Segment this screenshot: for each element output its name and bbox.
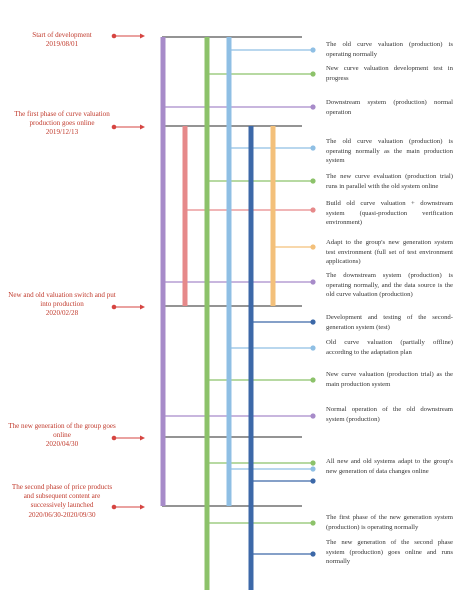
milestone-dot-5: [111, 504, 117, 510]
milestone-2: The first phase of curve valuation produ…: [8, 110, 116, 138]
milestone-dot-1: [111, 33, 117, 39]
branch-dot-6: [310, 207, 316, 213]
branch-dot-2: [310, 71, 316, 77]
milestone-4: The new generation of the group goes onl…: [8, 422, 116, 450]
system-lane-6: [248, 126, 254, 590]
description-10: Old curve valuation (partially offline) …: [326, 339, 453, 356]
description-9: Development and testing of the second-ge…: [326, 314, 453, 331]
system-lane-3: [226, 37, 232, 506]
description-dots: [310, 47, 316, 557]
system-lane-2: [204, 37, 210, 590]
milestone-2-date: 2019/12/13: [45, 128, 79, 137]
milestone-4-title: The new generation of the group goes onl…: [8, 422, 116, 440]
milestone-5: The second phase of price products and s…: [8, 483, 116, 520]
milestone-arrowhead-2: [140, 124, 145, 130]
milestone-dot-4: [111, 435, 117, 441]
branch-dot-9: [310, 319, 316, 325]
branch-dot-12: [310, 413, 316, 419]
description-14: The first phase of the new generation sy…: [326, 514, 453, 531]
milestone-3-title: New and old valuation switch and put int…: [8, 291, 116, 309]
branch-dot-17: [310, 551, 316, 557]
system-lanes: [160, 37, 276, 590]
branch-dot-5: [310, 178, 316, 184]
description-4: The old curve valuation (production) is …: [326, 138, 453, 165]
branch-dot-8: [310, 279, 316, 285]
milestone-arrowhead-4: [140, 435, 145, 441]
branch-dot-3: [310, 104, 316, 110]
branch-dot-4: [310, 145, 316, 151]
milestone-2-title: The first phase of curve valuation produ…: [14, 110, 110, 128]
system-lane-1: [160, 37, 166, 506]
description-13: All new and old systems adapt to the gro…: [326, 458, 453, 475]
milestone-3: New and old valuation switch and put int…: [8, 291, 116, 319]
description-2: New curve valuation development test in …: [326, 65, 453, 82]
branch-dot-15: [310, 478, 316, 484]
description-5: The new curve evaluation (production tri…: [326, 173, 453, 190]
branch-dot-10: [310, 345, 316, 351]
description-3: Downstream system (production) normal op…: [326, 99, 453, 116]
description-15: The new generation of the second phase s…: [326, 539, 453, 566]
milestone-3-date: 2020/02/28: [45, 309, 79, 318]
milestone-arrowhead-5: [140, 504, 145, 510]
system-lane-5: [270, 126, 276, 306]
system-lane-4: [182, 126, 188, 306]
milestone-1-date: 2019/08/01: [45, 40, 79, 49]
branch-dot-13: [310, 460, 316, 466]
milestone-dot-3: [111, 304, 117, 310]
description-12: Normal operation of the old downstream s…: [326, 406, 453, 423]
milestone-arrowhead-1: [140, 33, 145, 39]
branch-dot-7: [310, 244, 316, 250]
description-7: Adapt to the group's new generation syst…: [326, 239, 453, 266]
branch-dot-16: [310, 520, 316, 526]
milestone-5-date: 2020/06/30-2020/09/30: [28, 510, 96, 519]
milestone-1-title: Start of development: [32, 31, 92, 39]
branch-dot-1: [310, 47, 316, 53]
branch-dot-11: [310, 377, 316, 383]
branch-dot-14: [310, 466, 316, 472]
milestone-5-title: The second phase of price products and s…: [11, 483, 113, 510]
description-11: New curve valuation (production trial) a…: [326, 371, 453, 388]
description-6: Build old curve valuation + downstream s…: [326, 200, 453, 227]
description-1: The old curve valuation (production) is …: [326, 41, 453, 58]
milestone-arrows: [111, 33, 145, 510]
milestone-arrowhead-3: [140, 304, 145, 310]
milestone-dot-2: [111, 124, 117, 130]
milestone-1: Start of development 2019/08/01: [8, 31, 116, 49]
milestone-4-date: 2020/04/30: [45, 440, 79, 449]
description-8: The downstream system (production) is op…: [326, 272, 453, 299]
